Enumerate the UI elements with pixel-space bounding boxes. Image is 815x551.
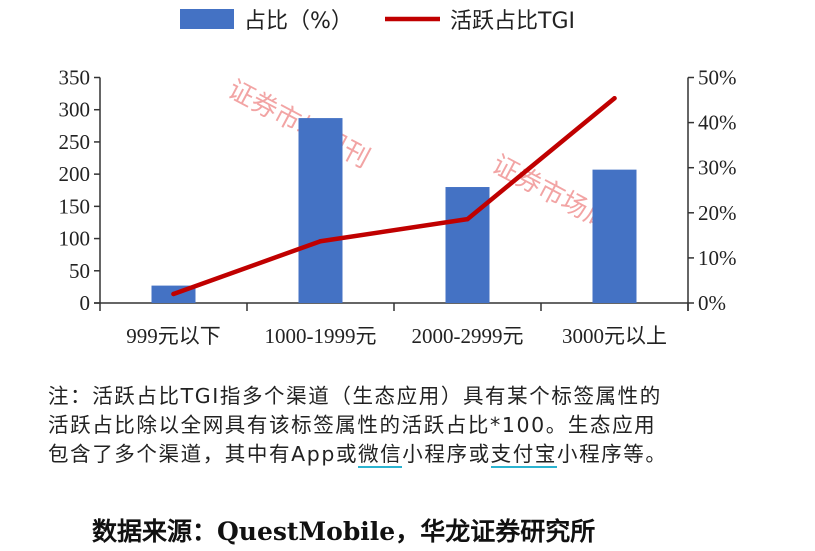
wechat-link[interactable]: 微信 <box>358 442 403 468</box>
x-tick-label: 2000-2999元 <box>412 324 524 348</box>
x-tick-label: 3000元以上 <box>562 324 667 348</box>
bar <box>298 118 343 303</box>
note-line-1: 注：活跃占比TGI指多个渠道（生态应用）具有某个标签属性的 <box>48 384 662 408</box>
left-tick-label: 50 <box>69 259 90 283</box>
alipay-link[interactable]: 支付宝 <box>490 442 557 468</box>
legend-label-bar: 占比（%） <box>244 9 353 34</box>
legend-label-line: 活跃占比TGI <box>450 9 575 34</box>
tgi-line <box>171 95 617 297</box>
right-tick-label: 40% <box>698 111 737 135</box>
line-point <box>465 216 470 222</box>
x-tick-label: 1000-1999元 <box>265 324 377 348</box>
line-point <box>612 96 617 101</box>
left-tick-label: 150 <box>59 194 91 218</box>
right-tick-label: 10% <box>698 246 737 270</box>
data-source: 数据来源：QuestMobile，华龙证券研究所 <box>92 517 596 546</box>
note-line-3: 包含了多个渠道，其中有App或微信小程序或支付宝小程序等。 <box>48 440 667 468</box>
note-text: 包含了多个渠道，其中有App或 <box>48 442 359 466</box>
left-tick-label: 300 <box>59 98 91 122</box>
note-line-2: 活跃占比除以全网具有该标签属性的活跃占比*100。生态应用 <box>48 413 657 437</box>
right-tick-label: 0% <box>698 291 726 315</box>
left-tick-label: 100 <box>59 227 91 251</box>
line-point <box>318 239 323 244</box>
legend-swatch-bar <box>180 9 234 29</box>
right-tick-label: 20% <box>698 201 737 225</box>
combo-chart: 证券市场周刊证券市场周刊0501001502002503003500%10%20… <box>59 9 737 348</box>
bar <box>592 169 637 303</box>
x-tick-label: 999元以下 <box>126 324 221 348</box>
left-tick-label: 250 <box>59 130 91 154</box>
right-tick-label: 30% <box>698 156 737 180</box>
left-tick-label: 200 <box>59 162 91 186</box>
line-point <box>171 291 176 297</box>
right-tick-label: 50% <box>698 66 737 90</box>
left-tick-label: 350 <box>59 66 91 90</box>
note-text: 小程序等。 <box>556 442 668 466</box>
note-text: 小程序或 <box>402 442 491 466</box>
left-tick-label: 0 <box>80 291 91 315</box>
